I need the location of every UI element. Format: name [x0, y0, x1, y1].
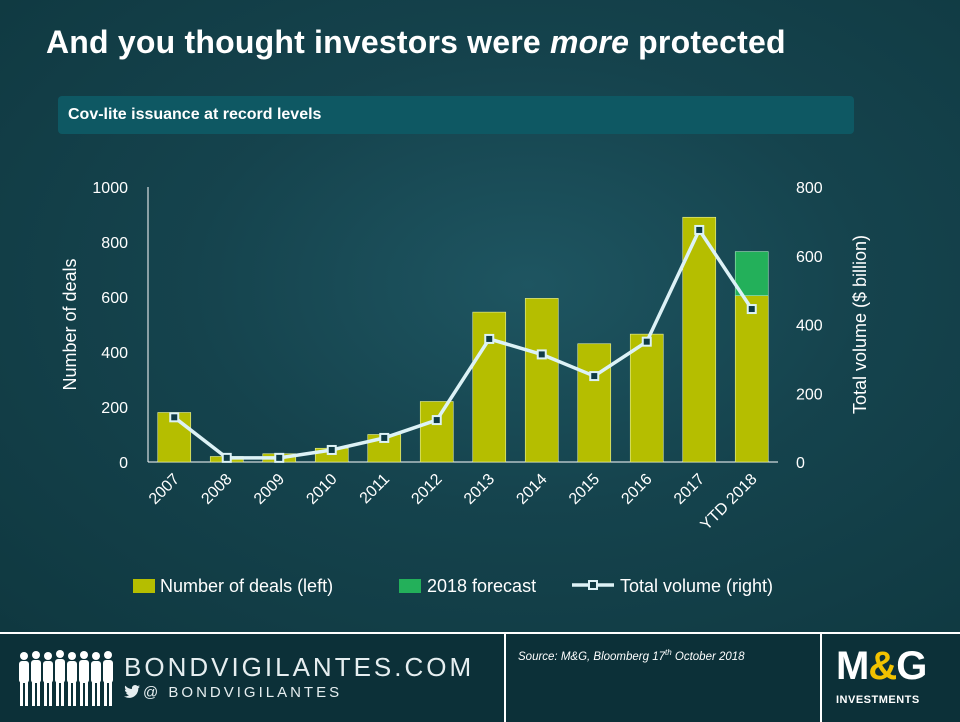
- deals-bar: [419, 401, 454, 463]
- logo-subtitle: INVESTMENTS: [836, 694, 920, 706]
- deals-bar: [524, 298, 559, 463]
- x-tick-label: 2010: [303, 471, 340, 508]
- legend-label: 2018 forecast: [427, 576, 536, 596]
- x-tick-label: 2007: [146, 471, 183, 508]
- y-tick-label: 800: [101, 235, 128, 252]
- x-tick-label: 2015: [566, 471, 603, 508]
- volume-point: [484, 333, 495, 344]
- x-tick-label: 2017: [671, 471, 708, 508]
- footer-divider: [820, 634, 822, 722]
- x-tick-label: 2012: [408, 471, 445, 508]
- twitter-handle: @ BONDVIGILANTES: [124, 684, 342, 701]
- volume-point: [379, 432, 390, 443]
- brand-name: BONDVIGILANTES.COM: [124, 652, 475, 682]
- volume-point: [694, 224, 705, 235]
- volume-point: [221, 452, 232, 463]
- volume-point: [274, 452, 285, 463]
- y2-tick-label: 600: [796, 249, 823, 266]
- y-tick-label: 400: [101, 345, 128, 362]
- y-tick-label: 600: [101, 290, 128, 307]
- legend-swatch-forecast: [399, 579, 421, 593]
- y2-tick-label: 0: [796, 455, 805, 472]
- deals-bar: [682, 216, 717, 463]
- y-tick-label: 0: [119, 455, 128, 472]
- volume-point: [536, 349, 547, 360]
- x-tick-label: 2016: [618, 471, 655, 508]
- volume-point: [589, 371, 600, 382]
- x-tick-label: YTD 2018: [698, 471, 761, 534]
- y2-tick-label: 400: [796, 318, 823, 335]
- volume-line: [173, 228, 754, 460]
- people-silhouettes-icon: [19, 650, 113, 706]
- forecast-bar: [734, 251, 769, 296]
- chart-subtitle: Cov-lite issuance at record levels: [68, 106, 322, 123]
- volume-point: [641, 336, 652, 347]
- chart: 0 200 400 600 800 1000 0 200 400 600 800 Number of …: [60, 180, 870, 596]
- y-tick-label: 200: [101, 400, 128, 417]
- footer-divider: [504, 634, 506, 722]
- deals-bar: [629, 333, 664, 463]
- x-tick-label: 2011: [357, 471, 393, 507]
- x-tick-label: 2009: [251, 471, 288, 508]
- y-tick-label: 1000: [92, 180, 128, 197]
- twitter-bird-icon: [124, 685, 140, 698]
- volume-point: [326, 444, 337, 455]
- legend-swatch-volume-marker: [588, 580, 598, 590]
- y-axis-label: Number of deals: [60, 258, 80, 390]
- x-tick-label: 2013: [461, 471, 498, 508]
- deals-bar: [734, 295, 769, 463]
- x-tick-label: 2008: [198, 471, 235, 508]
- footer: BONDVIGILANTES.COM @ BONDVIGILANTES Sour…: [0, 632, 960, 722]
- volume-point: [431, 415, 442, 426]
- deals-bar: [157, 412, 192, 463]
- x-tick-label: 2014: [513, 471, 550, 508]
- legend-label: Number of deals (left): [160, 576, 333, 596]
- page-title: And you thought investors were more prot…: [46, 24, 786, 60]
- y2-tick-label: 800: [796, 180, 823, 197]
- legend-swatch-deals: [133, 579, 155, 593]
- source-note: Source: M&G, Bloomberg 17th October 2018: [518, 648, 745, 663]
- deals-bar: [577, 343, 612, 463]
- volume-point: [746, 304, 757, 315]
- legend-label: Total volume (right): [620, 576, 773, 596]
- subtitle-banner: Cov-lite issuance at record levels: [58, 96, 854, 134]
- volume-point: [169, 412, 180, 423]
- y2-axis-label: Total volume ($ billion): [850, 235, 870, 414]
- y2-tick-label: 200: [796, 386, 823, 403]
- mg-logo: M&G: [836, 644, 927, 688]
